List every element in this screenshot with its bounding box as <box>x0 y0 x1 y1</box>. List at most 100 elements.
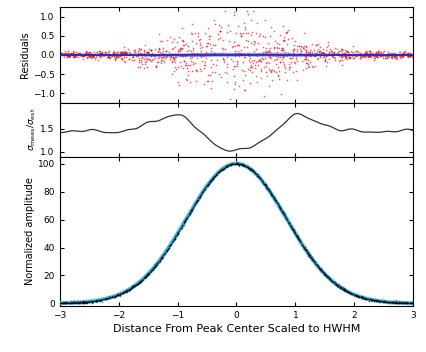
Point <box>71 50 78 55</box>
Point <box>245 66 251 71</box>
Point <box>81 300 88 306</box>
Point <box>141 56 147 62</box>
Point <box>214 171 221 176</box>
Point <box>69 54 76 60</box>
Point <box>315 48 322 54</box>
Point <box>409 301 416 306</box>
Point <box>140 47 147 53</box>
Point <box>374 50 381 56</box>
Point <box>332 282 339 288</box>
Point <box>69 300 76 306</box>
Point <box>72 50 79 55</box>
Point <box>121 50 128 56</box>
Point <box>105 54 112 60</box>
Point <box>122 289 129 295</box>
Point <box>58 300 65 306</box>
Point <box>303 247 310 252</box>
Point <box>340 285 347 290</box>
Point <box>195 197 201 202</box>
Point <box>268 55 274 61</box>
Point <box>137 278 144 284</box>
Point <box>289 226 296 232</box>
Point <box>302 246 308 252</box>
Point <box>83 299 90 304</box>
Point <box>337 285 343 290</box>
Point <box>67 300 74 306</box>
Point <box>108 294 115 300</box>
Point <box>181 218 188 224</box>
Point <box>120 290 127 296</box>
Point <box>347 52 354 58</box>
Point <box>220 166 227 172</box>
Point <box>329 278 336 284</box>
Point <box>236 50 242 56</box>
Point <box>148 58 155 64</box>
Point <box>150 56 157 62</box>
Point <box>371 298 378 303</box>
Point <box>235 23 242 29</box>
Point <box>332 55 339 61</box>
Point <box>337 285 344 290</box>
Point <box>69 300 75 306</box>
Point <box>363 52 370 57</box>
Point <box>289 56 296 61</box>
Point <box>322 272 328 277</box>
Point <box>190 59 196 64</box>
Point <box>175 47 182 53</box>
Point <box>397 54 403 59</box>
Point <box>405 53 412 58</box>
Point <box>147 47 154 53</box>
Point <box>265 67 272 72</box>
Point <box>271 196 278 202</box>
Point <box>241 163 248 168</box>
Point <box>222 8 229 14</box>
Point <box>274 49 281 55</box>
Point <box>285 50 291 56</box>
Point <box>76 299 83 305</box>
Point <box>206 182 213 187</box>
Point <box>404 52 411 58</box>
Point <box>210 176 216 182</box>
Point <box>129 54 135 60</box>
Point <box>210 176 216 181</box>
Point <box>302 245 308 250</box>
Point <box>351 56 357 61</box>
Point <box>232 82 239 87</box>
Point <box>144 272 150 277</box>
Point <box>389 299 396 305</box>
Point <box>155 59 161 65</box>
Point <box>374 50 380 56</box>
Point <box>158 50 165 56</box>
Point <box>95 50 102 56</box>
Point <box>113 293 120 298</box>
Point <box>193 68 200 73</box>
Point <box>223 52 230 57</box>
Point <box>340 285 347 291</box>
Point <box>95 298 102 304</box>
Point <box>136 279 143 285</box>
Point <box>58 300 65 306</box>
Point <box>271 46 277 51</box>
Point <box>405 50 412 55</box>
Point <box>401 48 408 54</box>
Point <box>338 284 345 289</box>
Point <box>389 53 395 58</box>
Point <box>333 282 340 287</box>
Point <box>184 48 190 54</box>
Point <box>291 228 297 234</box>
Point <box>67 51 74 57</box>
Point <box>197 193 204 198</box>
Point <box>105 295 112 301</box>
Point <box>395 300 402 305</box>
Point <box>101 49 108 55</box>
Point <box>356 294 363 299</box>
Point <box>353 292 360 298</box>
Point <box>73 51 80 57</box>
Point <box>321 270 328 275</box>
Point <box>279 23 286 29</box>
Point <box>79 51 86 57</box>
Point <box>363 295 369 300</box>
Point <box>352 53 359 59</box>
Point <box>383 51 389 56</box>
Point <box>233 42 240 48</box>
